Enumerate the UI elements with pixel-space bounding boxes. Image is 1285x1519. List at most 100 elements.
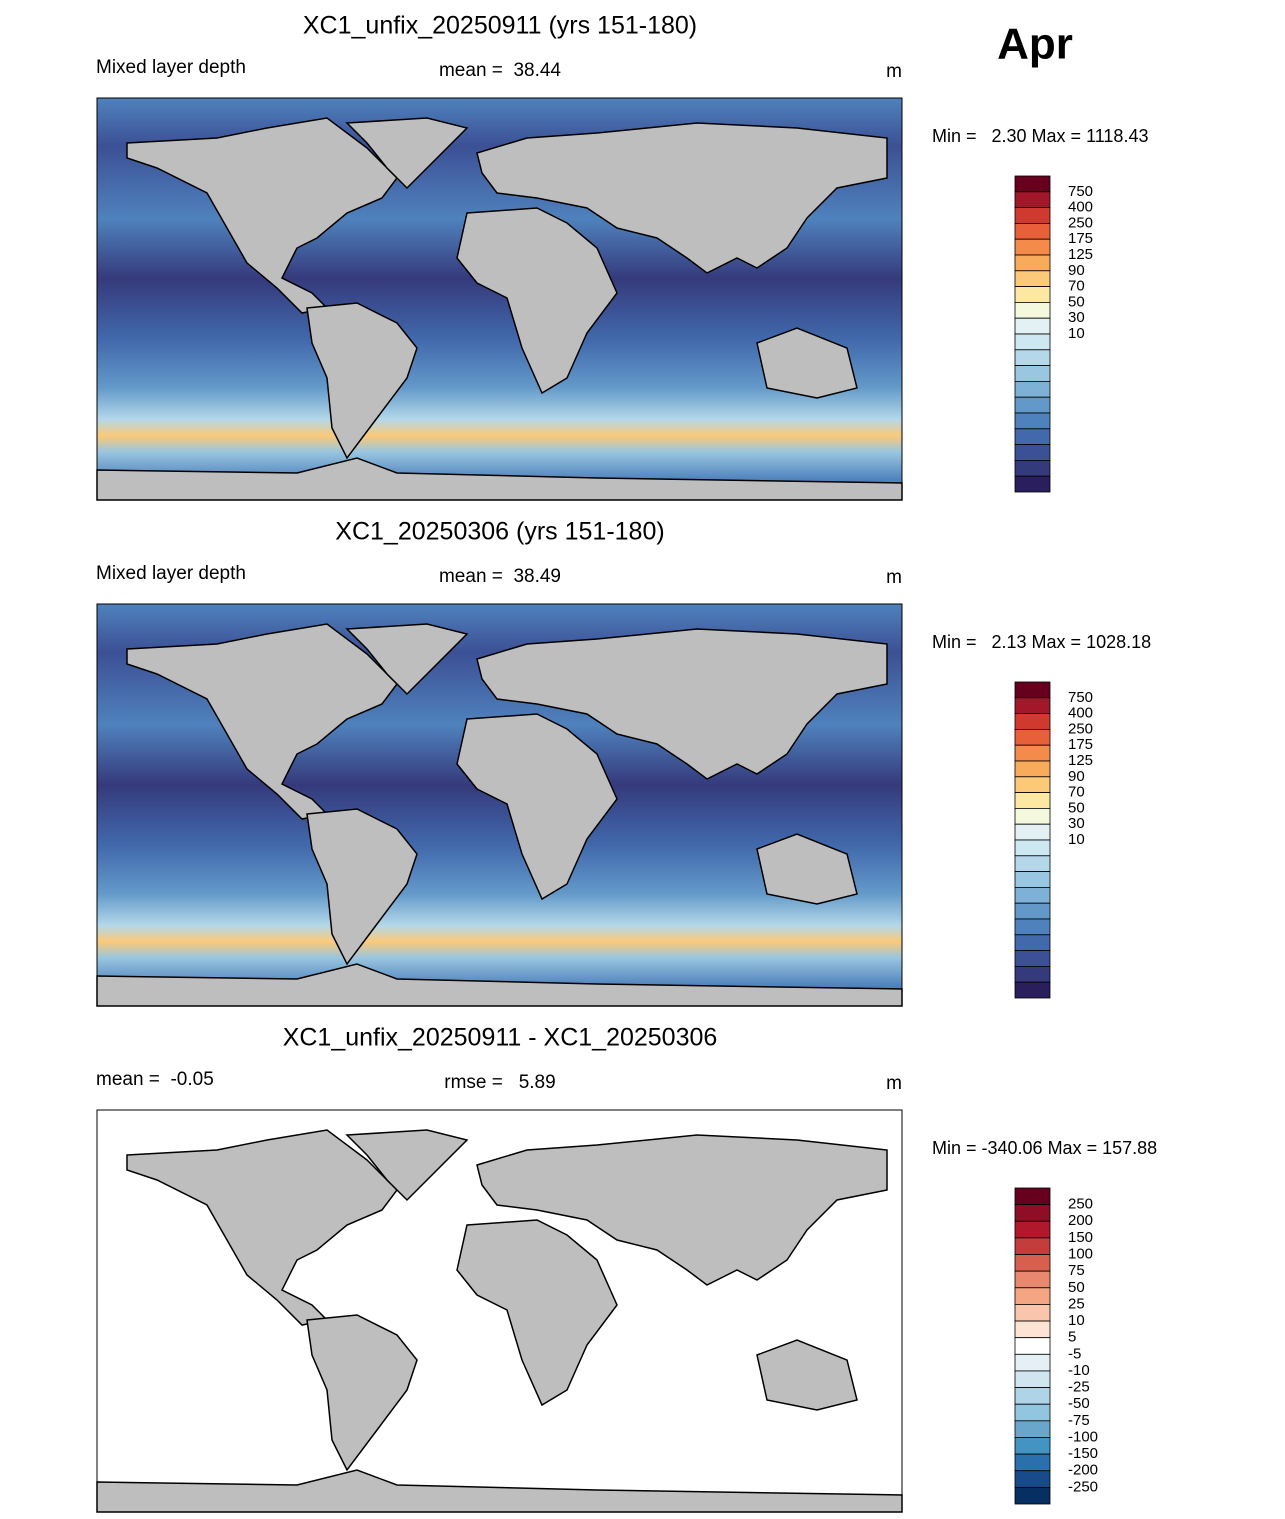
min-max-label: Min = 2.30 Max = 1118.43 [932, 126, 1148, 146]
colorbar-box [1014, 1187, 1051, 1206]
colorbar-label: 10 [1068, 1312, 1085, 1329]
colorbar-label: -250 [1068, 1478, 1098, 1495]
colorbar-label: 75 [1068, 1262, 1085, 1279]
colorbar-label: 200 [1068, 1212, 1093, 1229]
colorbar-box [1014, 1453, 1051, 1472]
left-label: Mixed layer depth [96, 563, 246, 584]
colorbar-box [1014, 887, 1051, 904]
colorbar-label: -200 [1068, 1462, 1098, 1479]
map-frame [96, 1109, 903, 1513]
colorbar-box [1014, 776, 1051, 793]
colorbar-label: 150 [1068, 1229, 1093, 1246]
colorbar-box [1014, 207, 1051, 224]
colorbar-box [1014, 871, 1051, 888]
colorbar-label: 50 [1068, 1279, 1085, 1296]
month-label: Apr [997, 20, 1073, 69]
colorbar-label: 250 [1068, 214, 1093, 231]
colorbar-label: 400 [1068, 199, 1093, 216]
units-label: m [886, 567, 902, 588]
colorbar-label: 400 [1068, 705, 1093, 722]
colorbar-label: -150 [1068, 1445, 1098, 1462]
colorbar-label: 70 [1068, 278, 1085, 295]
colorbar-box [1014, 1420, 1051, 1438]
colorbar-label: 30 [1068, 815, 1085, 832]
colorbar-label: 125 [1068, 246, 1093, 263]
colorbar-box [1014, 918, 1051, 936]
colorbar-box [1014, 1287, 1051, 1305]
colorbar-label: 50 [1068, 799, 1085, 816]
colorbar-box [1014, 744, 1051, 762]
colorbar-label: 30 [1068, 309, 1085, 326]
colorbar-box [1014, 349, 1051, 366]
colorbar-label: 750 [1068, 183, 1093, 200]
min-max-label: Min = 2.13 Max = 1028.18 [932, 632, 1151, 652]
map-panel [96, 603, 903, 1007]
colorbar-label: 90 [1068, 262, 1085, 279]
panel-title: XC1_20250306 (yrs 151-180) [335, 518, 664, 546]
colorbar-label: -50 [1068, 1395, 1090, 1412]
colorbar-box [1014, 1337, 1051, 1355]
colorbar-box [1014, 681, 1051, 699]
colorbar-box [1014, 459, 1051, 477]
colorbar-label: 10 [1068, 325, 1085, 342]
center-label: rmse = 5.89 [444, 1072, 555, 1093]
colorbar-box [1014, 823, 1051, 841]
colorbar-label: 5 [1068, 1329, 1076, 1346]
colorbar-box [1014, 855, 1051, 872]
colorbar-box [1014, 729, 1051, 746]
colorbar-label: 175 [1068, 230, 1093, 247]
colorbar-label: -5 [1068, 1345, 1081, 1362]
colorbar-box [1014, 365, 1051, 382]
left-label: mean = -0.05 [96, 1069, 214, 1090]
colorbar-box [1014, 1403, 1051, 1422]
colorbar-label: -75 [1068, 1412, 1090, 1429]
colorbar-label: 10 [1068, 831, 1085, 848]
colorbar-label: 125 [1068, 752, 1093, 769]
panel-title: XC1_unfix_20250911 - XC1_20250306 [283, 1024, 718, 1052]
colorbar-box [1014, 1320, 1051, 1339]
colorbar-label: 50 [1068, 293, 1085, 310]
map-frame [96, 603, 903, 1007]
center-label: mean = 38.49 [439, 566, 561, 587]
colorbar-box [1014, 444, 1051, 461]
colorbar-label: -25 [1068, 1379, 1090, 1396]
left-label: Mixed layer depth [96, 57, 246, 78]
colorbar-box [1014, 333, 1051, 351]
colorbar-label: 250 [1068, 1196, 1093, 1213]
colorbar-box [1014, 1470, 1051, 1488]
map-panel [96, 97, 903, 501]
colorbar-box [1014, 902, 1051, 920]
colorbar-box [1014, 286, 1051, 303]
colorbar-box [1014, 1237, 1051, 1255]
panel-title: XC1_unfix_20250911 (yrs 151-180) [303, 12, 697, 40]
colorbar-box [1014, 301, 1051, 319]
colorbar-label: 90 [1068, 768, 1085, 785]
units-label: m [886, 61, 902, 82]
colorbar-box [1014, 380, 1051, 398]
units-label: m [886, 1073, 902, 1094]
colorbar-box [1014, 839, 1051, 857]
colorbar-box [1014, 1220, 1051, 1239]
colorbar-box [1014, 428, 1051, 445]
colorbar-label: -100 [1068, 1428, 1098, 1445]
colorbar-label: 750 [1068, 689, 1093, 706]
colorbar-box [1014, 254, 1051, 272]
center-label: mean = 38.44 [439, 60, 561, 81]
colorbar-box [1014, 950, 1051, 967]
map-panel [96, 1109, 903, 1513]
colorbar-box [1014, 966, 1051, 983]
colorbar-box [1014, 317, 1051, 335]
colorbar-box [1014, 475, 1051, 493]
colorbar-box [1014, 792, 1051, 809]
colorbar-box [1014, 1437, 1051, 1455]
colorbar-box [1014, 1353, 1051, 1372]
map-frame [96, 97, 903, 501]
colorbar-label: -10 [1068, 1362, 1090, 1379]
colorbar-box [1014, 191, 1051, 209]
colorbar-box [1014, 412, 1051, 430]
colorbar-box [1014, 1370, 1051, 1388]
colorbar-label: 250 [1068, 720, 1093, 737]
colorbar-box [1014, 760, 1051, 778]
